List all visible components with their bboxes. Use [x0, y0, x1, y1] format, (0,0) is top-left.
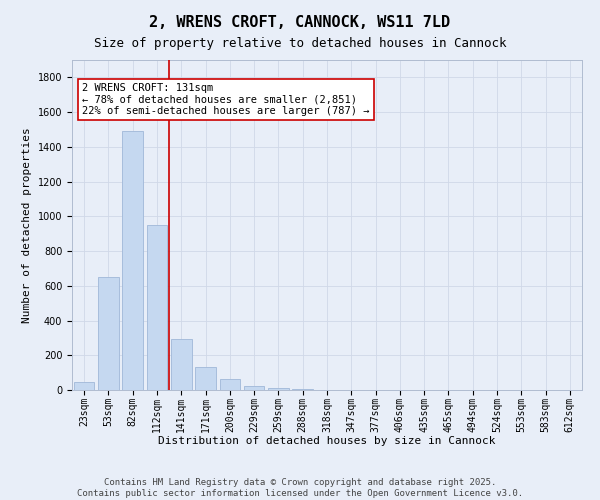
Bar [268, 388, 289, 390]
Bar [292, 389, 313, 390]
Bar [244, 386, 265, 390]
Text: Size of property relative to detached houses in Cannock: Size of property relative to detached ho… [94, 38, 506, 51]
Text: 2 WRENS CROFT: 131sqm
← 78% of detached houses are smaller (2,851)
22% of semi-d: 2 WRENS CROFT: 131sqm ← 78% of detached … [82, 83, 370, 116]
Bar [122, 131, 143, 390]
Bar [220, 378, 240, 390]
Text: 2, WRENS CROFT, CANNOCK, WS11 7LD: 2, WRENS CROFT, CANNOCK, WS11 7LD [149, 15, 451, 30]
Bar [171, 339, 191, 390]
Bar [195, 366, 216, 390]
Text: Contains HM Land Registry data © Crown copyright and database right 2025.
Contai: Contains HM Land Registry data © Crown c… [77, 478, 523, 498]
X-axis label: Distribution of detached houses by size in Cannock: Distribution of detached houses by size … [158, 436, 496, 446]
Bar [98, 277, 119, 390]
Bar [146, 225, 167, 390]
Y-axis label: Number of detached properties: Number of detached properties [22, 127, 32, 323]
Bar [74, 382, 94, 390]
